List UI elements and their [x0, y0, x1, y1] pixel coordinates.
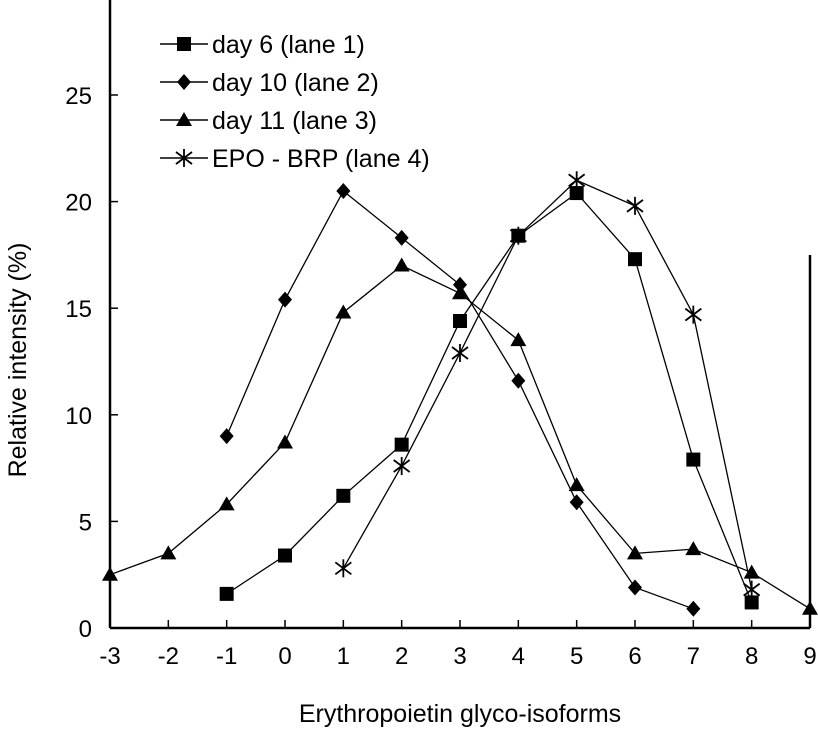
- data-point: [511, 373, 525, 389]
- legend-label: EPO - BRP (lane 4): [212, 145, 430, 173]
- x-tick-label: -2: [158, 643, 179, 670]
- data-point: [452, 285, 468, 299]
- data-point: [628, 252, 642, 266]
- x-tick-label: 0: [278, 643, 291, 670]
- data-point: [394, 457, 410, 475]
- data-point: [627, 197, 643, 215]
- series-group: [102, 171, 818, 617]
- data-point: [395, 438, 409, 452]
- data-point: [160, 545, 176, 559]
- x-tick-label: 9: [803, 643, 816, 670]
- x-tick-label: -1: [216, 643, 237, 670]
- data-point: [220, 428, 234, 444]
- y-tick-label: 0: [79, 616, 92, 643]
- data-point: [685, 306, 701, 324]
- data-point: [453, 314, 467, 328]
- legend-label: day 11 (lane 3): [212, 107, 377, 135]
- data-point: [335, 304, 351, 318]
- x-tick-label: 8: [745, 643, 758, 670]
- data-point: [278, 292, 292, 308]
- legend: day 6 (lane 1) day 10 (lane 2) day 11 (lan…: [160, 31, 430, 173]
- data-point: [685, 541, 701, 555]
- y-tick-label: 20: [65, 190, 92, 217]
- y-tick-label: 10: [65, 403, 92, 430]
- data-point: [336, 183, 350, 199]
- x-tick-label: 2: [395, 643, 408, 670]
- data-point: [102, 567, 118, 581]
- series-square: [220, 186, 759, 609]
- x-tick-label: -3: [99, 643, 120, 670]
- series-triangle: [102, 258, 818, 615]
- y-axis-label: Relative intensity (%): [4, 243, 32, 478]
- ticks: -3 -2 -1 0 1 2 3 4 5 6 7 8 9 0 5 10 15 20 25: [65, 83, 816, 670]
- data-point: [395, 230, 409, 246]
- x-tick-label: 4: [512, 643, 525, 670]
- legend-marker-diamond: [177, 74, 191, 90]
- data-point: [570, 494, 584, 510]
- legend-marker-square: [177, 37, 191, 51]
- data-point: [336, 489, 350, 503]
- data-point: [220, 587, 234, 601]
- chart: -3 -2 -1 0 1 2 3 4 5 6 7 8 9 0 5 10 15 20 25 day 6 (lane 1…: [0, 0, 818, 731]
- x-tick-label: 3: [453, 643, 466, 670]
- y-tick-label: 5: [79, 509, 92, 536]
- data-point: [628, 579, 642, 595]
- legend-label: day 10 (lane 2): [212, 69, 379, 97]
- x-tick-label: 5: [570, 643, 583, 670]
- x-tick-label: 6: [628, 643, 641, 670]
- data-point: [277, 435, 293, 449]
- data-point: [452, 344, 468, 362]
- data-point: [394, 258, 410, 272]
- y-tick-label: 15: [65, 296, 92, 323]
- data-point: [510, 332, 526, 346]
- x-tick-label: 1: [337, 643, 350, 670]
- y-tick-label: 25: [65, 83, 92, 110]
- data-point: [686, 601, 700, 617]
- data-point: [278, 549, 292, 563]
- x-tick-label: 7: [687, 643, 700, 670]
- data-point: [744, 565, 760, 579]
- x-axis-label: Erythropoietin glyco-isoforms: [299, 700, 621, 728]
- series-line: [227, 191, 694, 609]
- legend-marker-triangle: [176, 112, 192, 126]
- legend-label: day 6 (lane 1): [212, 31, 365, 59]
- data-point: [686, 453, 700, 467]
- data-point: [569, 477, 585, 491]
- data-point: [335, 559, 351, 577]
- data-point: [802, 601, 818, 615]
